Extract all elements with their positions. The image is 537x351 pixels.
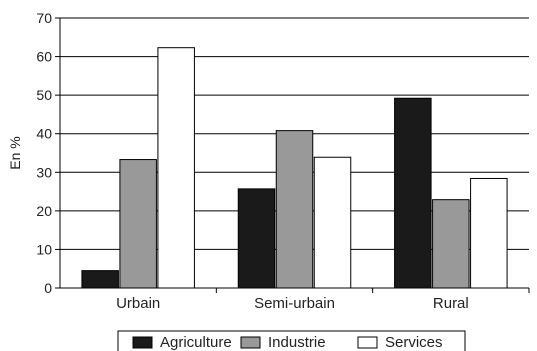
x-category-label: Urbain bbox=[116, 295, 160, 312]
legend-label-agriculture: Agriculture bbox=[160, 334, 232, 351]
bar-industrie-semi-urbain bbox=[275, 130, 314, 289]
y-tick-label-10: 10 bbox=[36, 241, 52, 257]
y-tick-label-40: 40 bbox=[36, 126, 52, 142]
x-axis-labels: Urbain Semi-urbain Rural bbox=[116, 288, 530, 312]
legend-label-industrie: Industrie bbox=[268, 334, 326, 351]
bars bbox=[81, 47, 508, 289]
legend-swatch-industrie bbox=[240, 336, 261, 349]
bar-industrie-rural bbox=[432, 199, 470, 289]
legend: Agriculture Industrie Services bbox=[117, 330, 466, 351]
legend-swatch-agriculture bbox=[132, 336, 153, 349]
y-axis-ticks: 0 10 20 30 40 50 60 70 bbox=[36, 10, 60, 296]
legend-box bbox=[117, 330, 466, 351]
bar-agriculture-rural bbox=[394, 97, 432, 289]
y-tick-label-30: 30 bbox=[36, 164, 52, 180]
y-tick-label-0: 0 bbox=[44, 280, 52, 296]
x-category-label: Rural bbox=[433, 295, 469, 312]
y-tick-label-60: 60 bbox=[36, 49, 52, 65]
bar-industrie-urbain bbox=[119, 159, 157, 289]
bar-services-urbain bbox=[157, 47, 195, 289]
x-category-label: Semi-urbain bbox=[254, 295, 335, 312]
axes bbox=[59, 18, 529, 289]
y-tick-label-20: 20 bbox=[36, 203, 52, 219]
y-tick-label-50: 50 bbox=[36, 87, 52, 103]
bar-services-semi-urbain bbox=[313, 156, 352, 289]
y-axis-label: En % bbox=[7, 136, 23, 169]
bar-agriculture-urbain bbox=[81, 270, 119, 289]
y-tick-label-70: 70 bbox=[36, 10, 52, 26]
bar-services-rural bbox=[470, 177, 508, 289]
legend-label-services: Services bbox=[385, 334, 443, 351]
bar-agriculture-semi-urbain bbox=[237, 188, 276, 289]
legend-swatch-services bbox=[357, 336, 378, 349]
